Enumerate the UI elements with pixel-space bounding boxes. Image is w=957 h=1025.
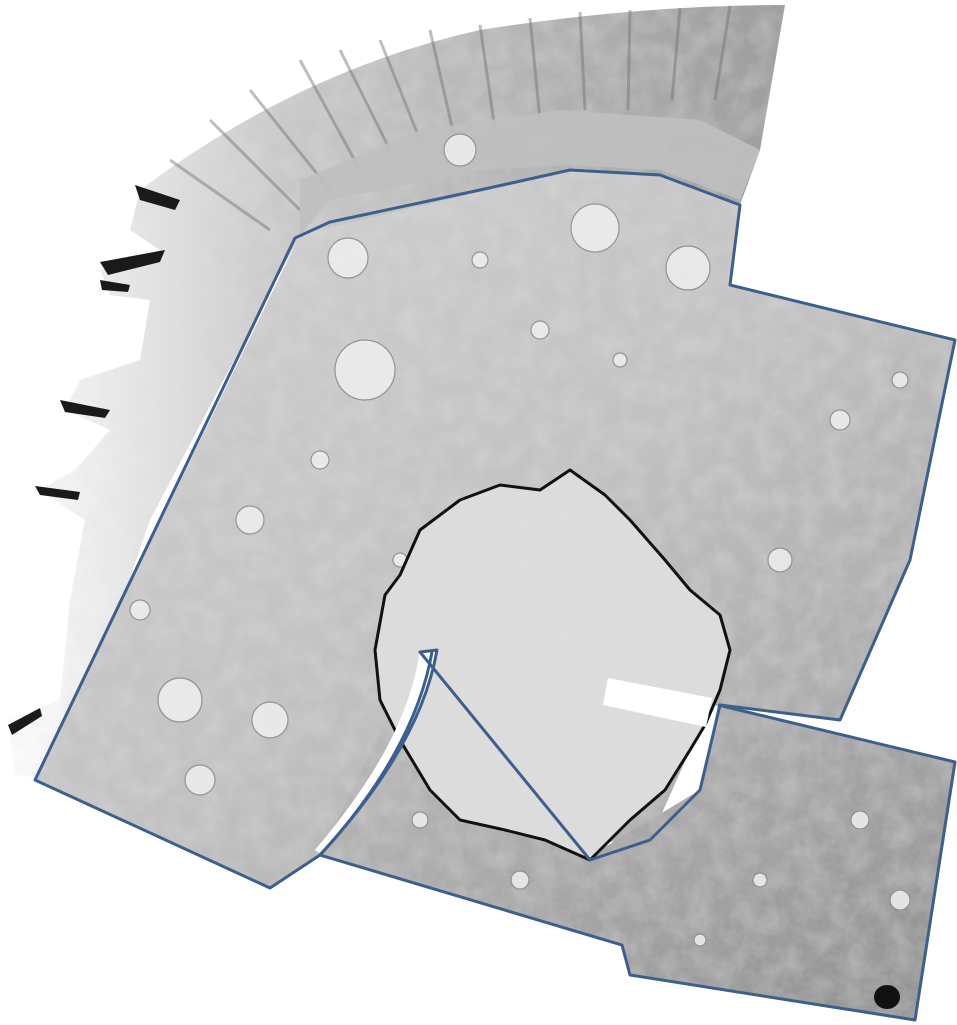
upper-surface-band xyxy=(300,110,760,235)
dark-crater xyxy=(874,985,900,1009)
data-gap xyxy=(603,678,712,727)
crater-field xyxy=(129,133,911,947)
imaging-footprint-southeast xyxy=(318,651,957,1022)
imaging-footprint-outlines xyxy=(33,168,957,1022)
footprint-seam xyxy=(315,650,437,855)
imaging-footprint-southeast-surface xyxy=(320,650,955,1020)
large-impact-basin xyxy=(373,468,732,862)
